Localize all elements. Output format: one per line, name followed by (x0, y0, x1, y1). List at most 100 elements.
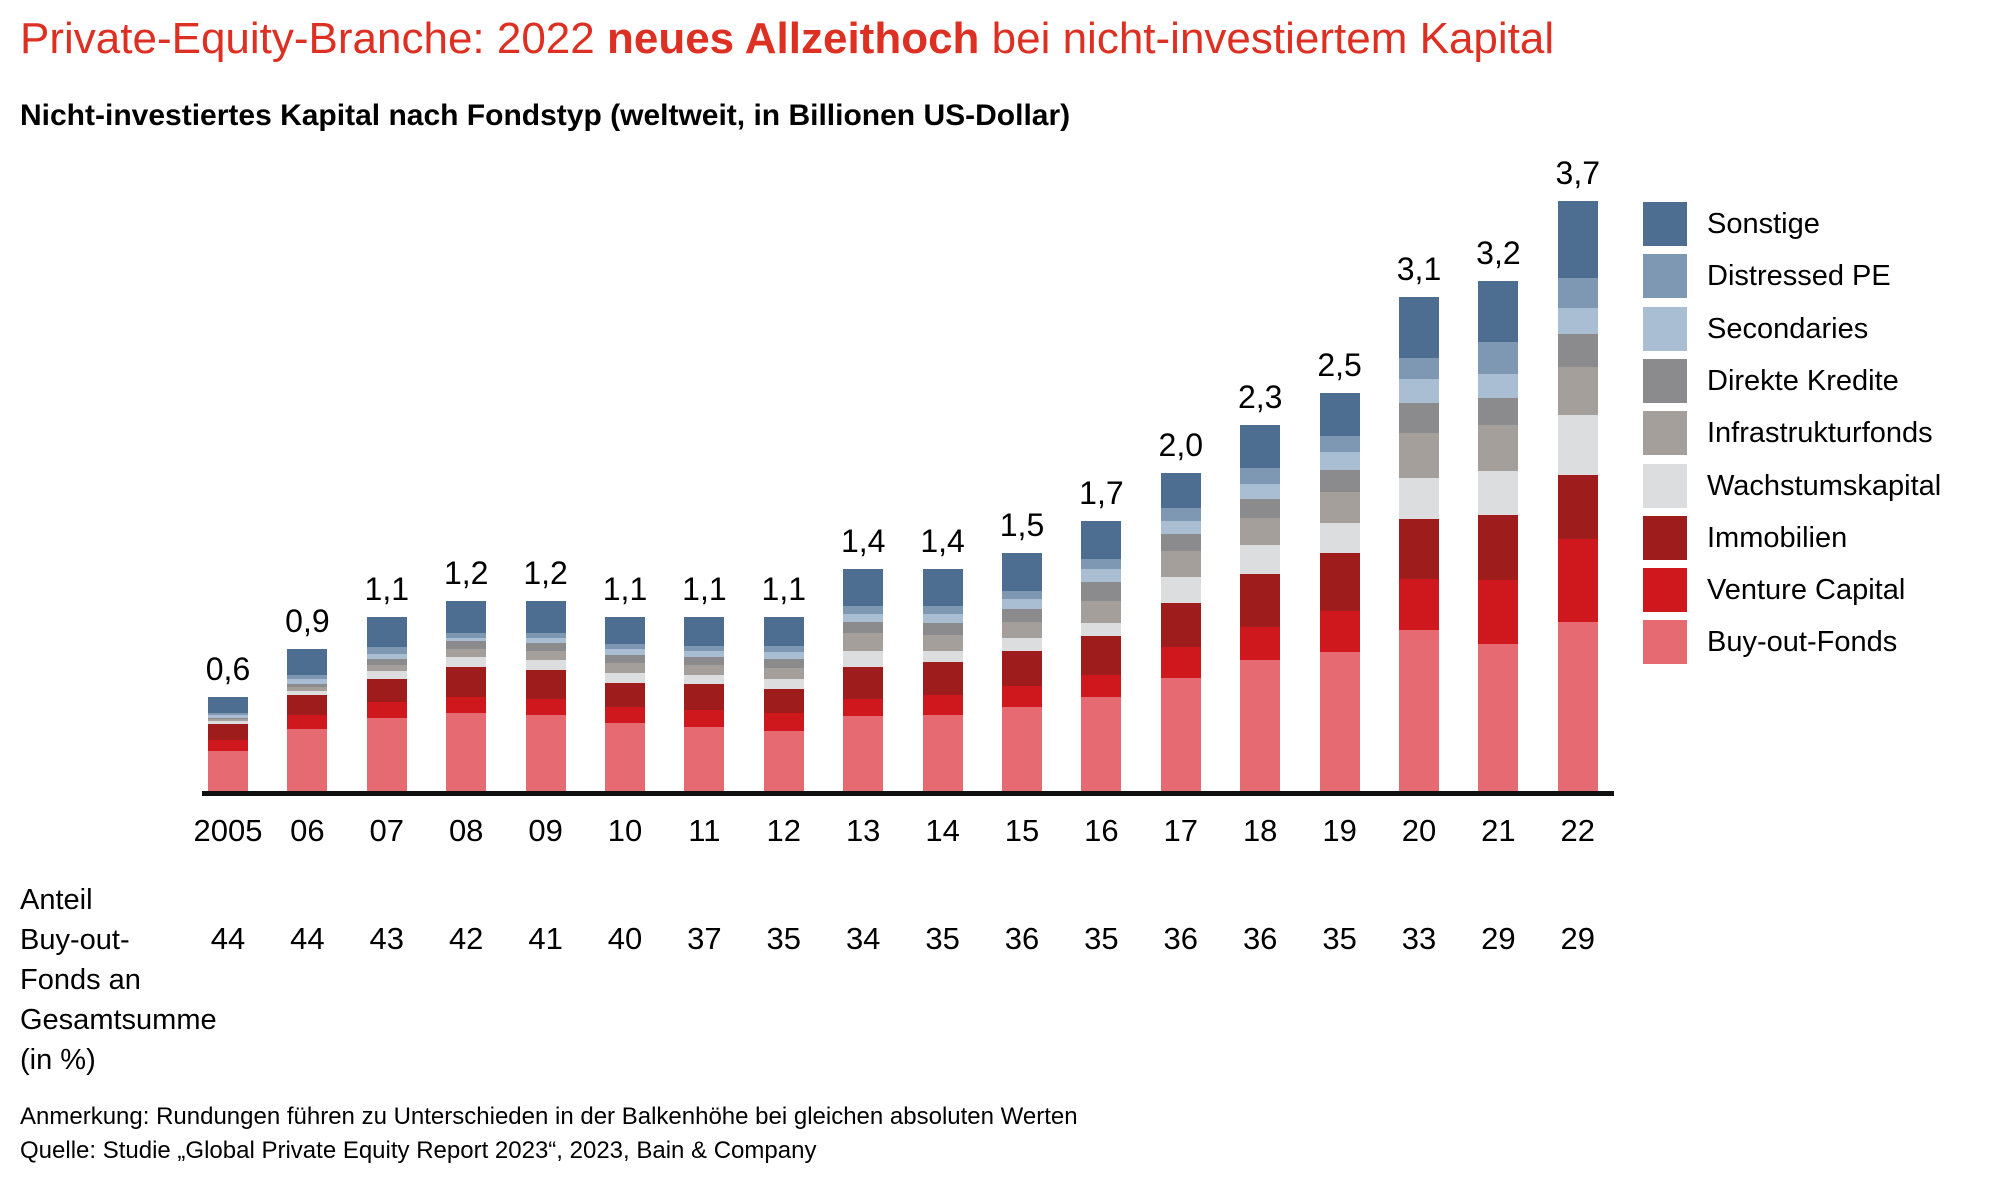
bar-segment-direkte-kredite-06 (287, 684, 328, 688)
bar-segment-venture-capital-21 (1478, 580, 1519, 645)
bar-segment-buy-out-fonds-06 (287, 729, 328, 793)
bar-segment-distressed-pe-21 (1478, 341, 1519, 374)
bar-segment-secondaries-10 (605, 649, 645, 656)
bar-segment-buy-out-fonds-09 (525, 714, 566, 793)
bar-segment-buy-out-fonds-10 (605, 722, 645, 793)
bar-segment-direkte-kredite-20 (1399, 402, 1439, 433)
buyout-share-value-2005: 44 (210, 921, 246, 956)
bar-segment-secondaries-18 (1240, 484, 1281, 499)
bar-segment-secondaries-13 (843, 613, 884, 622)
x-tick-label-19: 19 (1322, 813, 1357, 848)
bar-segment-wachstumskapital-08 (446, 657, 487, 667)
bar-segment-buy-out-fonds-15 (1002, 706, 1042, 793)
x-axis-line (202, 791, 1614, 796)
bar-segment-sonstige-15 (1002, 553, 1042, 592)
bar-segment-immobilien-2005 (208, 724, 248, 741)
bar-segment-sonstige-13 (843, 569, 884, 606)
bar-segment-wachstumskapital-12 (763, 679, 804, 689)
bar-segment-direkte-kredite-2005 (208, 717, 248, 720)
bar-segment-buy-out-fonds-12 (763, 730, 804, 793)
bar-total-label-16: 1,7 (1079, 475, 1124, 511)
bar-total-label-06: 0,9 (285, 603, 330, 639)
bar-segment-sonstige-12 (763, 617, 804, 646)
bar-segment-buy-out-fonds-20 (1399, 629, 1439, 793)
bar-segment-buy-out-fonds-11 (684, 727, 725, 793)
bar-segment-wachstumskapital-18 (1240, 545, 1281, 574)
bar-segment-infrastrukturfonds-20 (1399, 433, 1439, 478)
bar-segment-infrastrukturfonds-07 (366, 665, 407, 672)
buyout-share-value-15: 36 (1004, 921, 1040, 956)
bar-segment-sonstige-22 (1557, 201, 1598, 278)
bar-segment-wachstumskapital-17 (1160, 577, 1201, 603)
bar-segment-sonstige-09 (525, 601, 566, 633)
bar-segment-direkte-kredite-09 (525, 642, 566, 651)
bar-segment-immobilien-20 (1399, 519, 1439, 579)
bar-total-label-07: 1,1 (364, 571, 410, 607)
buyout-share-value-12: 35 (766, 921, 802, 956)
bar-segment-wachstumskapital-10 (605, 673, 645, 683)
x-tick-label-08: 08 (448, 813, 484, 848)
x-tick-label-11: 11 (688, 813, 721, 848)
bar-segment-direkte-kredite-11 (684, 657, 725, 665)
bar-segment-distressed-pe-12 (763, 645, 804, 653)
buyout-share-value-16: 35 (1084, 921, 1119, 956)
x-tick-label-18: 18 (1242, 813, 1278, 848)
bar-segment-infrastrukturfonds-21 (1478, 425, 1519, 472)
buyout-share-value-18: 36 (1242, 921, 1278, 956)
bar-segment-buy-out-fonds-18 (1240, 660, 1281, 793)
bar-segment-wachstumskapital-15 (1002, 637, 1042, 651)
bar-segment-buy-out-fonds-22 (1557, 621, 1598, 793)
buyout-share-row-label: Anteil Buy-out- Fonds an Gesamtsumme (in… (20, 884, 217, 1076)
bar-segment-immobilien-14 (922, 661, 963, 696)
bar-total-label-18: 2,3 (1237, 379, 1283, 415)
bar-segment-immobilien-18 (1240, 573, 1281, 627)
bar-segment-sonstige-17 (1160, 473, 1201, 509)
bar-segment-venture-capital-06 (287, 714, 328, 729)
legend-swatch-direkte-kredite (1643, 358, 1687, 403)
bar-segment-immobilien-22 (1557, 474, 1598, 539)
bar-segment-immobilien-21 (1478, 514, 1519, 581)
bar-segment-distressed-pe-11 (684, 645, 725, 651)
legend-label-buy-out-fonds: Buy-out-Fonds (1707, 626, 1898, 659)
footnotes: Anmerkung: Rundungen führen zu Unterschi… (20, 1100, 1078, 1168)
bar-segment-sonstige-21 (1478, 281, 1519, 342)
bar-segment-venture-capital-15 (1002, 685, 1042, 707)
bar-segment-infrastrukturfonds-09 (525, 650, 566, 661)
x-tick-label-13: 13 (845, 813, 881, 848)
bar-segment-secondaries-12 (763, 652, 804, 659)
legend-label-immobilien: Immobilien (1707, 521, 1848, 554)
bar-segment-venture-capital-2005 (208, 740, 248, 752)
x-tick-label-20: 20 (1401, 813, 1437, 848)
bar-segment-direkte-kredite-08 (446, 641, 487, 649)
bar-segment-wachstumskapital-16 (1081, 623, 1122, 637)
legend-label-sonstige: Sonstige (1707, 208, 1820, 240)
bar-segment-distressed-pe-15 (1002, 591, 1042, 600)
bar-segment-venture-capital-22 (1557, 538, 1598, 622)
bar-segment-venture-capital-10 (605, 706, 645, 723)
bar-segment-buy-out-fonds-21 (1478, 644, 1519, 793)
bar-segment-sonstige-08 (446, 601, 487, 633)
legend-swatch-sonstige (1643, 202, 1687, 246)
bar-segment-sonstige-07 (366, 617, 407, 648)
legend-swatch-venture-capital (1643, 568, 1687, 613)
bar-segment-distressed-pe-13 (843, 605, 884, 614)
bar-segment-distressed-pe-18 (1240, 468, 1281, 485)
bar-segment-buy-out-fonds-16 (1081, 697, 1122, 793)
bar-segment-infrastrukturfonds-19 (1319, 492, 1360, 523)
bar-segment-venture-capital-20 (1399, 578, 1439, 630)
bar-segment-secondaries-2005 (208, 714, 248, 718)
footnote-note: Anmerkung: Rundungen führen zu Unterschi… (20, 1103, 1078, 1130)
bar-segment-distressed-pe-20 (1399, 357, 1439, 379)
bar-segment-direkte-kredite-07 (366, 658, 407, 665)
bar-segment-sonstige-16 (1081, 521, 1122, 560)
bar-segment-wachstumskapital-13 (843, 650, 884, 667)
bar-segment-sonstige-19 (1319, 393, 1360, 437)
bar-segment-immobilien-10 (605, 682, 645, 707)
bar-segment-immobilien-16 (1081, 636, 1122, 675)
bar-segment-infrastrukturfonds-10 (605, 663, 645, 673)
bar-segment-distressed-pe-10 (605, 644, 645, 649)
bar-segment-distressed-pe-07 (366, 647, 407, 654)
bar-segment-infrastrukturfonds-06 (287, 687, 328, 691)
